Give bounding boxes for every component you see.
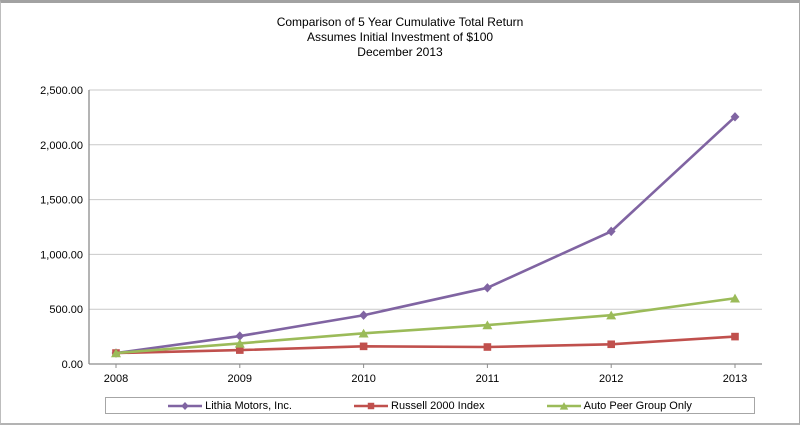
chart-title-line1: Comparison of 5 Year Cumulative Total Re…: [276, 15, 524, 29]
legend-item-auto-peer-group: Auto Peer Group Only: [546, 399, 692, 412]
x-axis-label: 2012: [599, 373, 623, 385]
x-axis-label: 2011: [476, 373, 500, 385]
diamond-marker-icon: [483, 283, 492, 293]
series-line: [114, 296, 737, 355]
x-axis-label: 2013: [723, 373, 747, 385]
square-marker-icon: [367, 402, 375, 409]
square-marker-icon: [236, 346, 244, 354]
y-axis-label: 1,000.00: [40, 249, 83, 261]
diamond-marker-icon: [235, 331, 245, 341]
triangle-marker-icon: [358, 328, 369, 338]
diamond-marker-icon: [359, 310, 368, 320]
x-axis-label: 2009: [228, 373, 252, 385]
square-marker-icon: [607, 340, 615, 349]
chart-legend: Lithia Motors, Inc. Russell 2000 Index A…: [105, 397, 755, 414]
chart-title-line3: December 2013: [357, 45, 443, 59]
legend-label: Auto Peer Group Only: [583, 399, 692, 412]
triangle-marker-icon: [559, 401, 568, 410]
chart-title-line2: Assumes Initial Investment of $100: [306, 30, 494, 44]
diamond-marker-icon: [181, 401, 189, 410]
legend-label: Russell 2000 Index: [391, 399, 485, 412]
y-axis-label: 2,000.00: [40, 140, 83, 152]
legend-swatch-triangle-icon: [546, 401, 581, 410]
legend-swatch-diamond-icon: [168, 401, 203, 410]
y-axis-label: 2,500.00: [40, 85, 83, 97]
triangle-marker-icon: [730, 293, 740, 303]
x-axis-label: 2008: [104, 373, 128, 385]
square-marker-icon: [359, 342, 368, 351]
triangle-marker-icon: [482, 320, 493, 330]
series-line: [114, 115, 737, 355]
square-marker-icon: [483, 343, 492, 351]
legend-item-russell-2000: Russell 2000 Index: [354, 400, 485, 412]
diamond-marker-icon: [606, 226, 616, 237]
legend-label: Lithia Motors, Inc.: [205, 399, 292, 412]
diamond-marker-icon: [730, 112, 740, 122]
chart-title: Comparison of 5 Year Cumulative Total Re…: [1, 15, 799, 60]
legend-item-lithia-motors: Lithia Motors, Inc.: [168, 400, 292, 412]
y-axis-label: 0.00: [62, 359, 83, 371]
square-marker-icon: [731, 332, 739, 341]
series-line: [114, 335, 737, 355]
legend-swatch-square-icon: [354, 402, 389, 409]
triangle-marker-icon: [111, 348, 121, 358]
y-axis-label: 1,500.00: [40, 195, 83, 207]
triangle-marker-icon: [234, 338, 245, 348]
triangle-marker-icon: [606, 310, 617, 320]
y-axis-label: 500.00: [49, 304, 83, 316]
x-axis-label: 2010: [351, 373, 375, 385]
chart-plot-area: 2008 2009 2010 2011 2012 2013 0.00 500.00 1,000.…: [40, 85, 762, 385]
